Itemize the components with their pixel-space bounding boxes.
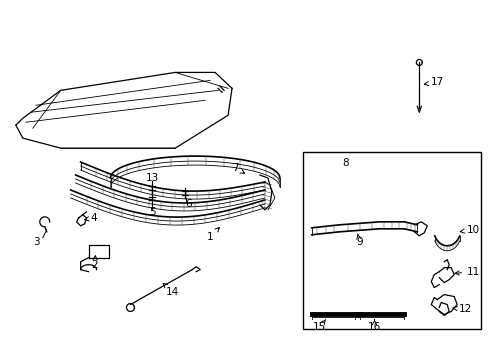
Text: 15: 15 [312,320,325,332]
Text: 17: 17 [424,77,444,87]
Text: 12: 12 [452,305,471,315]
Text: 13: 13 [145,173,159,183]
Text: 10: 10 [459,225,479,235]
Text: 16: 16 [367,320,380,332]
Text: 2: 2 [91,256,98,270]
Text: 14: 14 [163,283,179,297]
Text: 4: 4 [84,213,97,223]
Text: 7: 7 [231,163,244,173]
Bar [302,152,480,329]
Text: 3: 3 [33,237,40,247]
Text: 5: 5 [149,207,155,217]
Text: 1: 1 [206,228,219,242]
Text: 11: 11 [454,267,479,276]
Text: 8: 8 [342,158,348,168]
Text: 9: 9 [356,234,362,247]
Text: 6: 6 [184,199,191,209]
